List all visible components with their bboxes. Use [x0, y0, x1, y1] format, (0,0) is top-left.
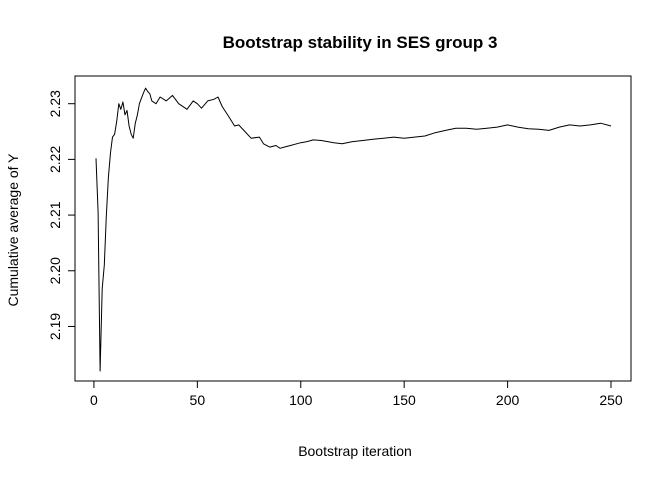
plot-frame	[74, 75, 632, 382]
y-tick-label: 2.23	[47, 90, 63, 117]
y-axis-label: Cumulative average of Y	[5, 153, 21, 307]
x-axis-label: Bootstrap iteration	[298, 443, 412, 459]
x-tick-label: 50	[190, 392, 206, 408]
y-tick-label: 2.21	[47, 201, 63, 228]
y-axis: 2.19 2.20 2.21 2.22 2.23	[47, 90, 76, 340]
y-tick-label: 2.19	[47, 313, 63, 340]
series-line	[95, 87, 612, 372]
chart-title: Bootstrap stability in SES group 3	[223, 33, 498, 52]
x-axis: 0 50 100 150 200 250	[90, 380, 623, 408]
x-tick-label: 250	[599, 392, 623, 408]
x-tick-label: 150	[392, 392, 416, 408]
x-tick-label: 0	[90, 392, 98, 408]
x-tick-label: 100	[289, 392, 313, 408]
y-tick-label: 2.22	[47, 146, 63, 173]
y-tick-label: 2.20	[47, 257, 63, 284]
x-tick-label: 200	[496, 392, 520, 408]
